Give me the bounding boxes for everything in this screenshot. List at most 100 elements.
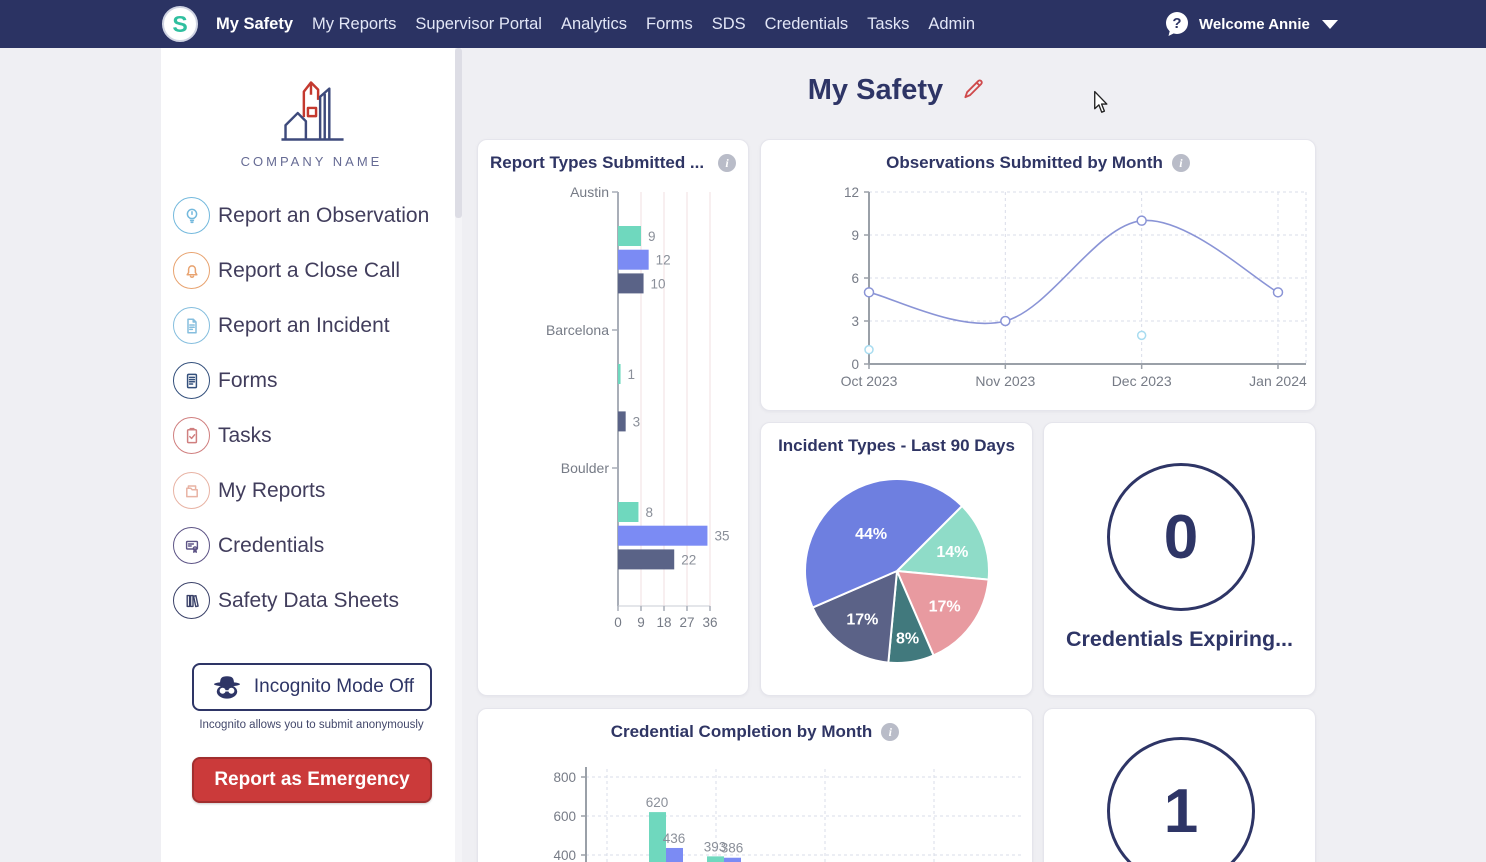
- chart-text: 393: [704, 839, 727, 854]
- sidebar-item-report-close-call[interactable]: Report a Close Call: [173, 243, 429, 298]
- card-title: Credential Completion by Month: [610, 722, 873, 741]
- nav-item-forms[interactable]: Forms: [645, 14, 693, 33]
- pie-slice[interactable]: [895, 569, 990, 657]
- incognito-caption: Incognito allows you to submit anonymous…: [199, 719, 424, 731]
- company-logo-mark: [280, 81, 344, 141]
- info-icon[interactable]: i: [881, 723, 900, 741]
- nav-item-my-reports[interactable]: My Reports: [312, 14, 397, 33]
- stat-circle: 0: [1107, 463, 1255, 611]
- chart-text: Boulder: [561, 460, 610, 476]
- bar[interactable]: [649, 812, 666, 862]
- svg-text:?: ?: [1172, 15, 1181, 32]
- top-nav: S My Safety My Reports Supervisor Portal…: [0, 0, 1486, 48]
- stat-circle: 1: [1107, 737, 1255, 862]
- card-incident-types: Incident Types - Last 90 Days 14% 17% 8% 17…: [760, 422, 1033, 696]
- nav-item-sds[interactable]: SDS: [711, 14, 746, 33]
- sidebar-item-label: Safety Data Sheets: [218, 588, 399, 612]
- incident-types-pie[interactable]: 14% 17% 8% 17% 44%: [761, 423, 1034, 697]
- chart-text: 0: [851, 357, 859, 372]
- chart-text: 8%: [896, 630, 919, 647]
- bar[interactable]: [707, 856, 724, 862]
- chart-text: 6: [851, 271, 859, 286]
- chevron-down-icon[interactable]: [1321, 19, 1338, 29]
- bar-segment[interactable]: [618, 411, 626, 432]
- chart-text: 36: [702, 615, 717, 630]
- nav-item-credentials[interactable]: Credentials: [764, 14, 849, 33]
- sidebar-item-report-incident[interactable]: Report an Incident: [173, 298, 429, 353]
- sidebar-item-credentials[interactable]: Credentials: [173, 518, 429, 573]
- card-bottom-right-stat: 1: [1043, 708, 1316, 862]
- data-point[interactable]: [863, 287, 875, 298]
- sidebar-item-forms[interactable]: Forms: [173, 353, 429, 408]
- data-point[interactable]: [1000, 315, 1011, 327]
- card-observations: Observations Submitted by Month i 0 3 6 9 12…: [760, 139, 1316, 411]
- data-point[interactable]: [1136, 215, 1147, 226]
- page-title: My Safety: [477, 74, 1316, 109]
- chart-text: 14%: [936, 544, 968, 561]
- chart-text: Dec 2023: [1112, 373, 1172, 389]
- report-emergency-button[interactable]: Report as Emergency: [192, 757, 432, 803]
- pie-slice[interactable]: [894, 504, 990, 581]
- bar-segment[interactable]: [618, 226, 641, 246]
- nav-item-tasks[interactable]: Tasks: [867, 14, 910, 33]
- info-icon[interactable]: i: [1171, 154, 1190, 172]
- app-logo[interactable]: S: [162, 6, 198, 42]
- card-title: Report Types Submitted ...: [490, 153, 705, 172]
- data-point-secondary[interactable]: [864, 344, 874, 355]
- bar-segment[interactable]: [618, 525, 708, 546]
- chart-text: 17%: [846, 612, 878, 629]
- stat-number: 1: [1163, 776, 1199, 846]
- stat-number: 0: [1163, 502, 1199, 572]
- incognito-toggle-button[interactable]: Incognito Mode Off: [192, 663, 432, 711]
- sidebar-scrollbar-thumb[interactable]: [455, 48, 462, 218]
- pie-slice[interactable]: [804, 478, 964, 609]
- chart-text: 386: [721, 841, 744, 856]
- data-point-secondary[interactable]: [1136, 330, 1147, 341]
- bar-segment[interactable]: [618, 549, 675, 570]
- chart-text: 436: [663, 831, 686, 846]
- info-icon[interactable]: i: [718, 154, 736, 172]
- edit-pencil-icon[interactable]: [961, 76, 985, 109]
- chart-text: 620: [646, 795, 669, 810]
- bar[interactable]: [724, 857, 741, 862]
- chart-text: 44%: [855, 526, 887, 543]
- help-icon[interactable]: ?: [1164, 11, 1190, 37]
- sidebar-item-my-reports[interactable]: My Reports: [173, 463, 429, 518]
- chart-text: 12: [656, 253, 671, 268]
- bar[interactable]: [666, 847, 683, 862]
- chart-text: 3: [633, 414, 641, 429]
- chart-text: 1: [628, 367, 636, 382]
- bar-segment[interactable]: [618, 364, 621, 384]
- credential-completion-chart[interactable]: 800 600 400 620 393 436 386: [478, 709, 1034, 862]
- bar-segment[interactable]: [618, 273, 644, 294]
- welcome-text[interactable]: Welcome Annie: [1199, 15, 1310, 33]
- nav-item-admin[interactable]: Admin: [928, 14, 976, 33]
- sidebar-item-tasks[interactable]: Tasks: [173, 408, 429, 463]
- bar-segment[interactable]: [618, 249, 649, 270]
- line-series: [868, 219, 1279, 325]
- bar-segment[interactable]: [618, 502, 639, 522]
- chart-text: Austin: [570, 184, 609, 200]
- lightbulb-icon: [173, 197, 210, 234]
- chart-text: Barcelona: [546, 322, 609, 338]
- sidebar-item-safety-data-sheets[interactable]: Safety Data Sheets: [173, 573, 429, 628]
- chart-text: 9: [637, 615, 645, 630]
- chart-text: 22: [681, 552, 696, 567]
- company-logo: COMPANY NAME: [161, 74, 462, 169]
- data-point[interactable]: [1272, 287, 1284, 298]
- nav-item-my-safety[interactable]: My Safety: [216, 14, 294, 33]
- chart-text: 400: [553, 848, 576, 862]
- sidebar-item-label: Forms: [218, 368, 278, 392]
- nav-item-supervisor-portal[interactable]: Supervisor Portal: [415, 14, 542, 33]
- sidebar-item-report-observation[interactable]: Report an Observation: [173, 188, 429, 243]
- nav-item-analytics[interactable]: Analytics: [560, 14, 627, 33]
- sidebar-scrollbar[interactable]: [455, 48, 462, 862]
- card-credential-completion: Credential Completion by Month i 800 600 4…: [477, 708, 1033, 862]
- certificate-icon: [173, 527, 210, 564]
- pie-slice[interactable]: [811, 569, 899, 664]
- chart-text: Nov 2023: [975, 373, 1035, 389]
- observations-chart[interactable]: 0 3 6 9 12 Oct 2023 Nov 2023 Dec 2023 Jan 2024: [761, 140, 1317, 412]
- sidebar-item-label: Report an Observation: [218, 203, 430, 227]
- chart-text: Oct 2023: [841, 373, 898, 389]
